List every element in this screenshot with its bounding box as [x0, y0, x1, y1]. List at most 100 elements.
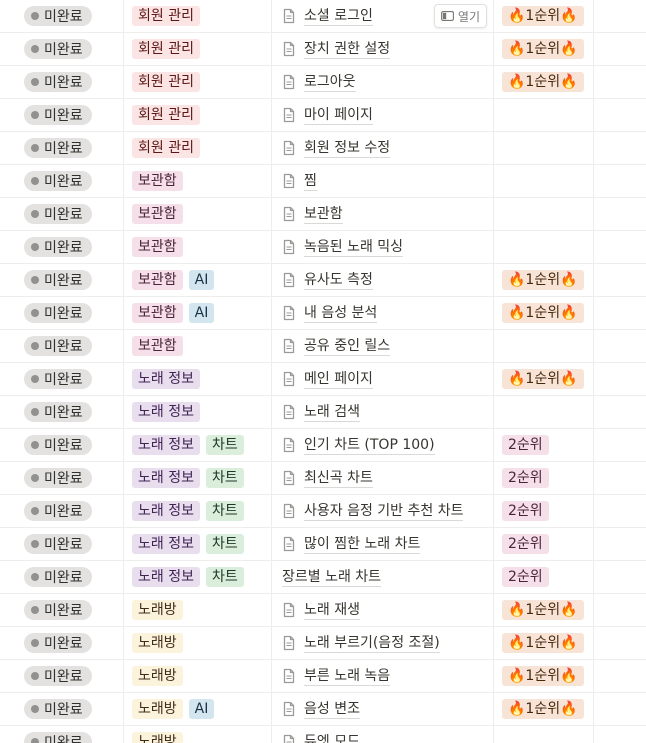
- category-cell[interactable]: 보관함 AI: [124, 264, 272, 296]
- title-cell[interactable]: 녹음된 노래 믹싱: [272, 231, 494, 263]
- page-title-link[interactable]: 노래 부르기(음정 조절): [304, 634, 440, 653]
- status-cell[interactable]: 미완료: [0, 363, 124, 395]
- title-cell[interactable]: 찜: [272, 165, 494, 197]
- category-cell[interactable]: 회원 관리: [124, 66, 272, 98]
- category-tag[interactable]: 노래 정보: [132, 369, 200, 389]
- status-badge[interactable]: 미완료: [24, 39, 92, 59]
- page-title-link[interactable]: 음성 변조: [304, 700, 360, 719]
- category-cell[interactable]: 노래 정보 차트: [124, 462, 272, 494]
- status-badge[interactable]: 미완료: [24, 369, 92, 389]
- table-row[interactable]: 미완료 노래방 노래 재생 🔥1순위🔥: [0, 594, 646, 627]
- priority-tag[interactable]: 🔥1순위🔥: [502, 39, 584, 59]
- status-cell[interactable]: 미완료: [0, 231, 124, 263]
- page-title-link[interactable]: 마이 페이지: [304, 106, 373, 125]
- category-tag[interactable]: 보관함: [132, 237, 183, 257]
- page-title-link[interactable]: 내 음성 분석: [304, 304, 378, 323]
- title-cell[interactable]: 장르별 노래 차트: [272, 561, 494, 593]
- status-cell[interactable]: 미완료: [0, 594, 124, 626]
- category-cell[interactable]: 회원 관리: [124, 33, 272, 65]
- category-cell[interactable]: 노래 정보 차트: [124, 528, 272, 560]
- title-cell[interactable]: 내 음성 분석: [272, 297, 494, 329]
- category-tag[interactable]: 차트: [205, 501, 244, 521]
- priority-cell[interactable]: 🔥1순위🔥: [494, 660, 594, 692]
- priority-cell[interactable]: [494, 99, 594, 131]
- status-cell[interactable]: 미완료: [0, 132, 124, 164]
- title-cell[interactable]: 장치 권한 설정: [272, 33, 494, 65]
- status-badge[interactable]: 미완료: [24, 567, 92, 587]
- priority-cell[interactable]: 🔥1순위🔥: [494, 66, 594, 98]
- priority-cell[interactable]: 🔥1순위🔥: [494, 297, 594, 329]
- priority-cell[interactable]: 2순위: [494, 561, 594, 593]
- status-cell[interactable]: 미완료: [0, 429, 124, 461]
- title-cell[interactable]: 사용자 음정 기반 추천 차트: [272, 495, 494, 527]
- category-cell[interactable]: 노래방: [124, 627, 272, 659]
- title-cell[interactable]: 부른 노래 녹음: [272, 660, 494, 692]
- status-badge[interactable]: 미완료: [24, 6, 92, 26]
- status-badge[interactable]: 미완료: [24, 303, 92, 323]
- priority-tag[interactable]: 2순위: [502, 501, 549, 521]
- status-badge[interactable]: 미완료: [24, 501, 92, 521]
- page-title-link[interactable]: 장르별 노래 차트: [282, 568, 382, 587]
- priority-tag[interactable]: 🔥1순위🔥: [502, 666, 584, 686]
- page-title-link[interactable]: 보관함: [304, 205, 343, 224]
- page-title-link[interactable]: 찜: [304, 172, 317, 191]
- table-row[interactable]: 미완료 보관함 찜: [0, 165, 646, 198]
- title-cell[interactable]: 메인 페이지: [272, 363, 494, 395]
- status-badge[interactable]: 미완료: [24, 600, 92, 620]
- priority-cell[interactable]: 2순위: [494, 528, 594, 560]
- status-cell[interactable]: 미완료: [0, 561, 124, 593]
- status-cell[interactable]: 미완료: [0, 66, 124, 98]
- priority-tag[interactable]: 🔥1순위🔥: [502, 6, 584, 26]
- priority-tag[interactable]: 2순위: [502, 567, 549, 587]
- status-badge[interactable]: 미완료: [24, 204, 92, 224]
- category-tag[interactable]: 노래 정보: [132, 468, 200, 488]
- status-badge[interactable]: 미완료: [24, 237, 92, 257]
- priority-tag[interactable]: 2순위: [502, 534, 549, 554]
- title-cell[interactable]: 인기 차트 (TOP 100): [272, 429, 494, 461]
- status-badge[interactable]: 미완료: [24, 468, 92, 488]
- category-tag[interactable]: 노래 정보: [132, 402, 200, 422]
- status-cell[interactable]: 미완료: [0, 627, 124, 659]
- status-badge[interactable]: 미완료: [24, 435, 92, 455]
- title-cell[interactable]: 유사도 측정: [272, 264, 494, 296]
- category-tag[interactable]: 회원 관리: [132, 138, 200, 158]
- page-title-link[interactable]: 부른 노래 녹음: [304, 667, 391, 686]
- page-title-link[interactable]: 노래 재생: [304, 601, 360, 620]
- priority-cell[interactable]: [494, 132, 594, 164]
- category-tag[interactable]: 보관함: [132, 336, 183, 356]
- category-tag[interactable]: 차트: [205, 435, 244, 455]
- title-cell[interactable]: 최신곡 차트: [272, 462, 494, 494]
- title-cell[interactable]: 노래 검색: [272, 396, 494, 428]
- category-tag[interactable]: 차트: [205, 468, 244, 488]
- category-cell[interactable]: 노래 정보 차트: [124, 495, 272, 527]
- page-title-link[interactable]: 녹음된 노래 믹싱: [304, 238, 404, 257]
- category-cell[interactable]: 보관함: [124, 165, 272, 197]
- table-row[interactable]: 미완료 회원 관리 소셜 로그인 열기 🔥1순위🔥: [0, 0, 646, 33]
- category-cell[interactable]: 노래방: [124, 660, 272, 692]
- priority-cell[interactable]: 🔥1순위🔥: [494, 363, 594, 395]
- status-badge[interactable]: 미완료: [24, 72, 92, 92]
- priority-cell[interactable]: 🔥1순위🔥: [494, 33, 594, 65]
- priority-cell[interactable]: [494, 231, 594, 263]
- table-row[interactable]: 미완료 보관함 공유 중인 릴스: [0, 330, 646, 363]
- category-cell[interactable]: 노래방 AI: [124, 693, 272, 725]
- category-cell[interactable]: 노래방: [124, 726, 272, 743]
- status-cell[interactable]: 미완료: [0, 396, 124, 428]
- page-title-link[interactable]: 듀엣 모드: [304, 733, 360, 743]
- title-cell[interactable]: 많이 찜한 노래 차트: [272, 528, 494, 560]
- priority-cell[interactable]: [494, 198, 594, 230]
- category-tag[interactable]: 회원 관리: [132, 39, 200, 59]
- title-cell[interactable]: 소셜 로그인 열기: [272, 0, 494, 32]
- status-cell[interactable]: 미완료: [0, 462, 124, 494]
- page-title-link[interactable]: 유사도 측정: [304, 271, 373, 290]
- status-badge[interactable]: 미완료: [24, 732, 92, 743]
- priority-tag[interactable]: 🔥1순위🔥: [502, 699, 584, 719]
- table-row[interactable]: 미완료 회원 관리 마이 페이지: [0, 99, 646, 132]
- title-cell[interactable]: 음성 변조: [272, 693, 494, 725]
- page-title-link[interactable]: 공유 중인 릴스: [304, 337, 391, 356]
- category-tag[interactable]: 보관함: [132, 270, 183, 290]
- page-title-link[interactable]: 로그아웃: [304, 73, 356, 92]
- category-cell[interactable]: 노래 정보 차트: [124, 429, 272, 461]
- priority-cell[interactable]: 🔥1순위🔥: [494, 627, 594, 659]
- page-title-link[interactable]: 인기 차트 (TOP 100): [304, 436, 435, 455]
